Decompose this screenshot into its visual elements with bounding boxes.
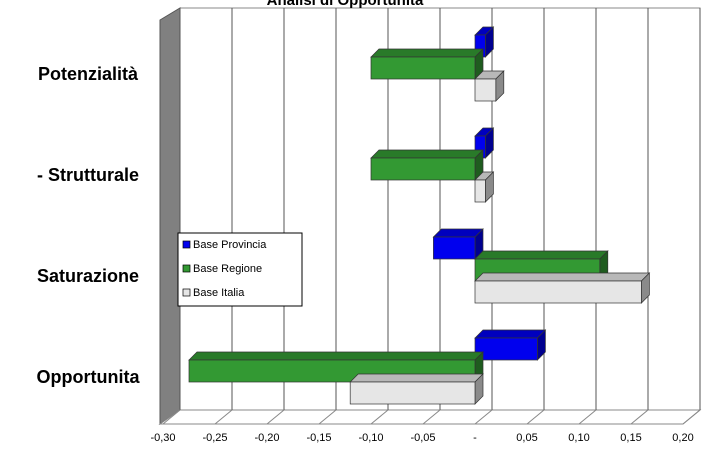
x-tick-label: 0,15 — [620, 432, 641, 444]
bar-top — [432, 228, 484, 238]
bar — [474, 280, 642, 304]
floor-line — [162, 409, 181, 425]
chart-title: Analisi di Opportunita — [267, 0, 424, 9]
floor-line — [630, 409, 649, 425]
legend-label: Base Regione — [193, 263, 262, 275]
floor-line — [578, 409, 597, 425]
legend-label: Base Provincia — [193, 239, 267, 251]
bar — [474, 78, 497, 102]
bar-top — [188, 351, 484, 361]
legend-label: Base Italia — [193, 287, 245, 299]
legend-swatch — [182, 288, 191, 297]
legend-swatch — [182, 264, 191, 273]
bar — [474, 337, 538, 361]
bar — [370, 56, 476, 80]
bar-top — [474, 272, 651, 282]
floor-line — [682, 409, 701, 425]
bar — [349, 381, 476, 405]
left-wall — [159, 7, 181, 425]
x-tick-label: -0,15 — [306, 432, 331, 444]
floor — [158, 409, 702, 425]
bar — [370, 157, 476, 181]
x-tick-label: -0,30 — [150, 432, 175, 444]
x-tick-label: - — [473, 432, 477, 444]
x-tick-label: -0,20 — [254, 432, 279, 444]
floor-line — [526, 409, 545, 425]
floor-line — [422, 409, 441, 425]
bar — [474, 179, 486, 203]
x-tick-label: 0,10 — [568, 432, 589, 444]
y-tick-label: Potenzialità — [38, 64, 139, 84]
x-tick-label: -0,25 — [202, 432, 227, 444]
bar — [433, 236, 476, 260]
floor-line — [214, 409, 233, 425]
legend-box — [177, 232, 303, 307]
y-tick-label: Saturazione — [37, 266, 139, 286]
legend-swatch — [182, 240, 191, 249]
bar-top — [370, 48, 484, 58]
floor-line — [474, 409, 493, 425]
floor-line — [318, 409, 337, 425]
y-tick-label: Opportunita — [37, 367, 141, 387]
bar-top — [474, 250, 609, 260]
x-tick-label: -0,05 — [410, 432, 435, 444]
floor-line — [266, 409, 285, 425]
bar-top — [349, 373, 484, 383]
x-tick-label: -0,10 — [358, 432, 383, 444]
y-tick-label: - Strutturale — [37, 165, 139, 185]
bar-top — [370, 149, 484, 159]
x-tick-label: 0,05 — [516, 432, 537, 444]
x-tick-label: 0,20 — [672, 432, 693, 444]
floor-line — [370, 409, 389, 425]
bar-top — [474, 329, 547, 339]
